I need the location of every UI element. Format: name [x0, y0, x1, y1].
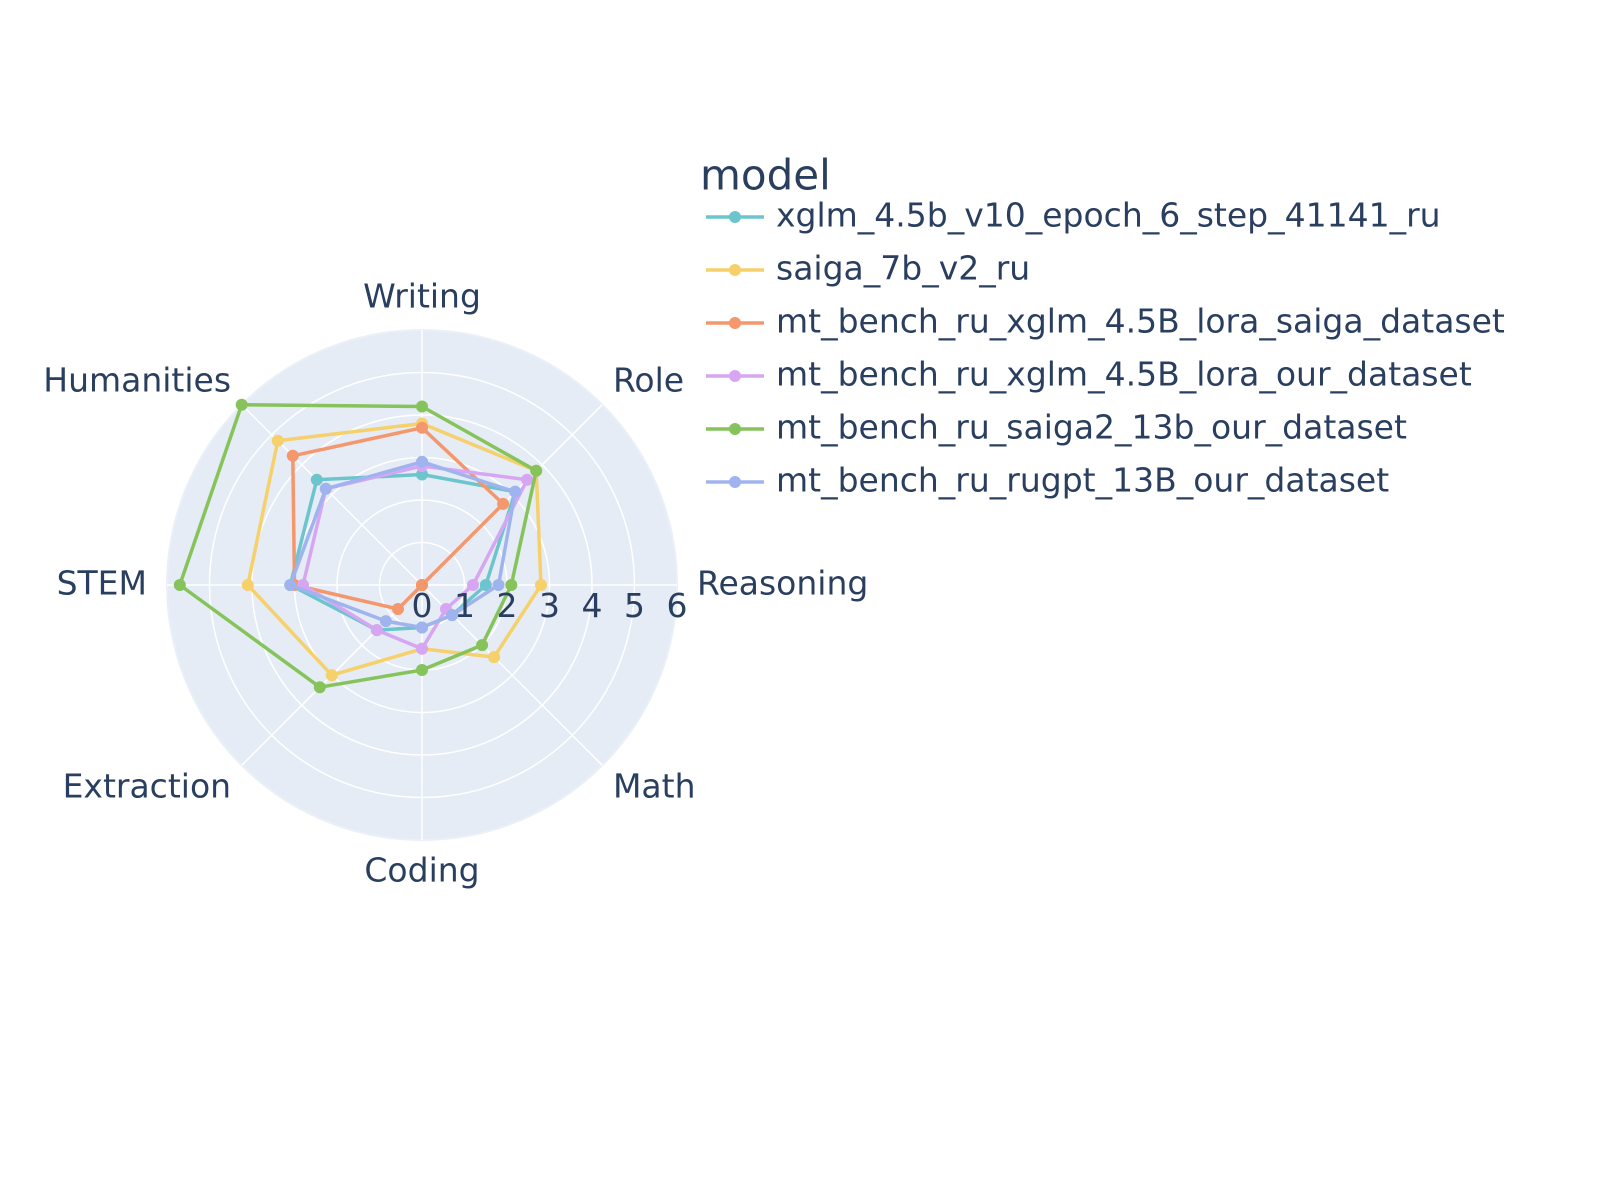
series-point-2-humanities [286, 449, 299, 462]
legend-label: saiga_7b_v2_ru [776, 249, 1030, 288]
category-label-humanities: Humanities [43, 361, 231, 400]
series-point-5-math [446, 609, 459, 622]
series-point-4-extraction [313, 681, 326, 694]
category-label-stem: STEM [57, 564, 147, 603]
legend-item-2[interactable]: mt_bench_ru_xglm_4.5B_lora_saiga_dataset [706, 302, 1505, 341]
series-point-4-humanities [235, 398, 248, 411]
legend-title: model [700, 151, 831, 200]
legend-swatch-marker [729, 423, 741, 435]
legend-swatch-marker [729, 211, 741, 223]
series-point-3-coding [416, 642, 428, 655]
series-point-5-stem [284, 579, 297, 591]
legend-label: mt_bench_ru_rugpt_13B_our_dataset [776, 461, 1389, 500]
series-point-5-reasoning [492, 579, 505, 591]
category-label-coding: Coding [364, 851, 479, 890]
category-label-role: Role [613, 361, 684, 400]
labels-layer: Writing Role Reasoning Math Coding Extraction… [43, 277, 868, 890]
radial-tick-label-5: 5 [624, 586, 645, 625]
legend-item-3[interactable]: mt_bench_ru_xglm_4.5B_lora_our_dataset [706, 355, 1472, 394]
legend-swatch-marker [729, 264, 741, 276]
series-point-1-extraction [325, 669, 338, 682]
series-point-3-extraction [370, 624, 383, 637]
legend-label: mt_bench_ru_xglm_4.5B_lora_our_dataset [776, 355, 1472, 394]
series-point-5-writing [416, 455, 428, 468]
legend-swatch-marker [729, 370, 741, 382]
series-point-2-extraction [392, 603, 404, 615]
series-point-0-writing [416, 468, 428, 481]
series-point-5-role [509, 485, 522, 498]
radial-tick-label-6: 6 [667, 586, 688, 625]
series-point-1-stem [241, 579, 254, 591]
legend-swatch-marker [729, 476, 741, 488]
radial-tick-label-0: 0 [412, 586, 433, 625]
series-point-3-reasoning [467, 579, 479, 591]
legend-item-4[interactable]: mt_bench_ru_saiga2_13b_our_dataset [706, 408, 1407, 447]
legend-label: mt_bench_ru_saiga2_13b_our_dataset [776, 408, 1407, 447]
series-point-5-coding [416, 621, 428, 634]
series-point-0-reasoning [479, 579, 492, 591]
category-label-math: Math [613, 766, 696, 805]
series-point-4-role [530, 464, 543, 477]
radial-tick-label-2: 2 [497, 586, 518, 625]
series-point-4-math [476, 639, 489, 652]
legend-swatch-marker [729, 317, 741, 329]
series-point-1-reasoning [535, 579, 547, 591]
series-point-1-math [488, 651, 501, 664]
series-point-0-humanities [310, 473, 323, 486]
series-point-4-coding [416, 664, 428, 676]
series-point-5-extraction [379, 615, 392, 628]
legend-item-5[interactable]: mt_bench_ru_rugpt_13B_our_dataset [706, 461, 1389, 500]
radial-tick-label-3: 3 [539, 586, 560, 625]
series-layer [173, 398, 547, 694]
series-point-1-humanities [271, 434, 284, 447]
radial-tick-label-4: 4 [582, 586, 603, 625]
series-point-2-coding [416, 579, 428, 591]
series-point-3-role [521, 473, 534, 486]
series-point-2-role [497, 497, 510, 510]
legend-item-1[interactable]: saiga_7b_v2_ru [706, 249, 1030, 288]
series-point-4-stem [173, 579, 186, 591]
category-label-writing: Writing [363, 277, 481, 316]
legend-item-0[interactable]: xglm_4.5b_v10_epoch_6_step_41141_ru [706, 196, 1441, 235]
category-label-extraction: Extraction [63, 766, 231, 805]
series-point-4-reasoning [505, 579, 518, 591]
legend-label: xglm_4.5b_v10_epoch_6_step_41141_ru [776, 196, 1441, 235]
category-label-reasoning: Reasoning [697, 564, 868, 603]
series-point-2-writing [416, 421, 428, 434]
radial-tick-label-1: 1 [454, 586, 475, 625]
series-point-5-humanities [319, 482, 332, 495]
legend[interactable]: modelxglm_4.5b_v10_epoch_6_step_41141_ru… [700, 151, 1505, 500]
angular-gridline [241, 404, 423, 586]
legend-label: mt_bench_ru_xglm_4.5B_lora_saiga_dataset [776, 302, 1505, 341]
series-point-4-writing [416, 400, 428, 413]
